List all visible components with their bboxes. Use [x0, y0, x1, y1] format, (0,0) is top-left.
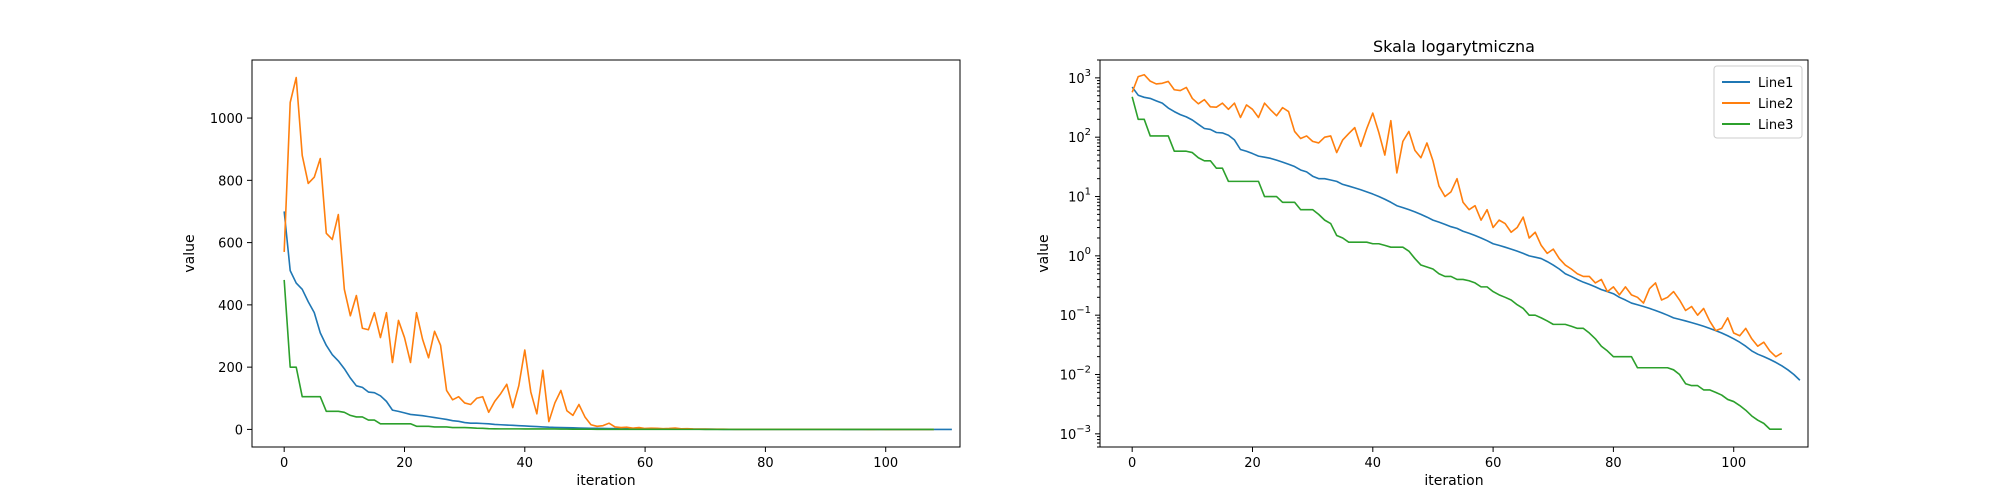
y-tick-label: 10−1	[1060, 305, 1091, 324]
axes-frame	[1099, 59, 1809, 448]
series-line-2	[283, 76, 934, 431]
left-linear-chart: 0 20 40 60 80 10002004006008001000iterationva…	[182, 59, 961, 489]
y-tick-label: 200	[218, 361, 243, 376]
series-line-3	[283, 279, 934, 431]
y-tick-label: 600	[218, 237, 243, 252]
plot-area	[1131, 73, 1801, 430]
y-tick-label: 0	[235, 423, 243, 438]
x-tick-label: 0	[280, 456, 288, 471]
legend-label-3: Line3	[1758, 118, 1793, 133]
x-tick-label: 100	[873, 456, 898, 471]
series-line-2	[1131, 73, 1783, 358]
y-tick-label: 101	[1068, 187, 1091, 206]
y-tick-label: 800	[218, 174, 243, 189]
y-tick-label: 103	[1068, 68, 1091, 87]
x-tick-label: 60	[1485, 456, 1502, 471]
series-line-3	[1131, 96, 1782, 430]
legend-label-2: Line2	[1758, 97, 1793, 112]
x-tick-label: 80	[1605, 456, 1622, 471]
y-tick-label: 102	[1068, 127, 1091, 146]
y-axis-label: value	[1036, 234, 1052, 272]
x-tick-label: 60	[637, 456, 654, 471]
y-axis-label: value	[182, 234, 198, 272]
legend-label-1: Line1	[1758, 76, 1793, 91]
series-line-1	[1131, 86, 1801, 381]
y-tick-label: 10−2	[1060, 365, 1091, 384]
x-axis-label: iteration	[576, 473, 635, 489]
x-tick-label: 20	[396, 456, 413, 471]
right-log-chart: 0 20 40 60 80 100 10−3 10−2 10−1 100 101 102 103 iter…	[1036, 37, 1809, 489]
y-tick-label: 400	[218, 299, 243, 314]
legend-box	[1713, 65, 1803, 139]
x-axis-label: iteration	[1424, 473, 1483, 489]
y-tick-label: 100	[1068, 246, 1091, 265]
axes-frame	[251, 59, 961, 448]
x-tick-label: 40	[517, 456, 534, 471]
y-tick-label: 10−3	[1060, 424, 1091, 443]
chart-title: Skala logarytmiczna	[1373, 37, 1535, 56]
legend: Line1 Line2 Line3	[1713, 65, 1803, 139]
x-tick-label: 0	[1128, 456, 1136, 471]
x-tick-label: 20	[1244, 456, 1261, 471]
x-tick-label: 100	[1721, 456, 1746, 471]
x-tick-label: 40	[1365, 456, 1382, 471]
y-tick-label: 1000	[210, 112, 243, 127]
x-tick-label: 80	[757, 456, 774, 471]
plot-area	[283, 76, 952, 431]
